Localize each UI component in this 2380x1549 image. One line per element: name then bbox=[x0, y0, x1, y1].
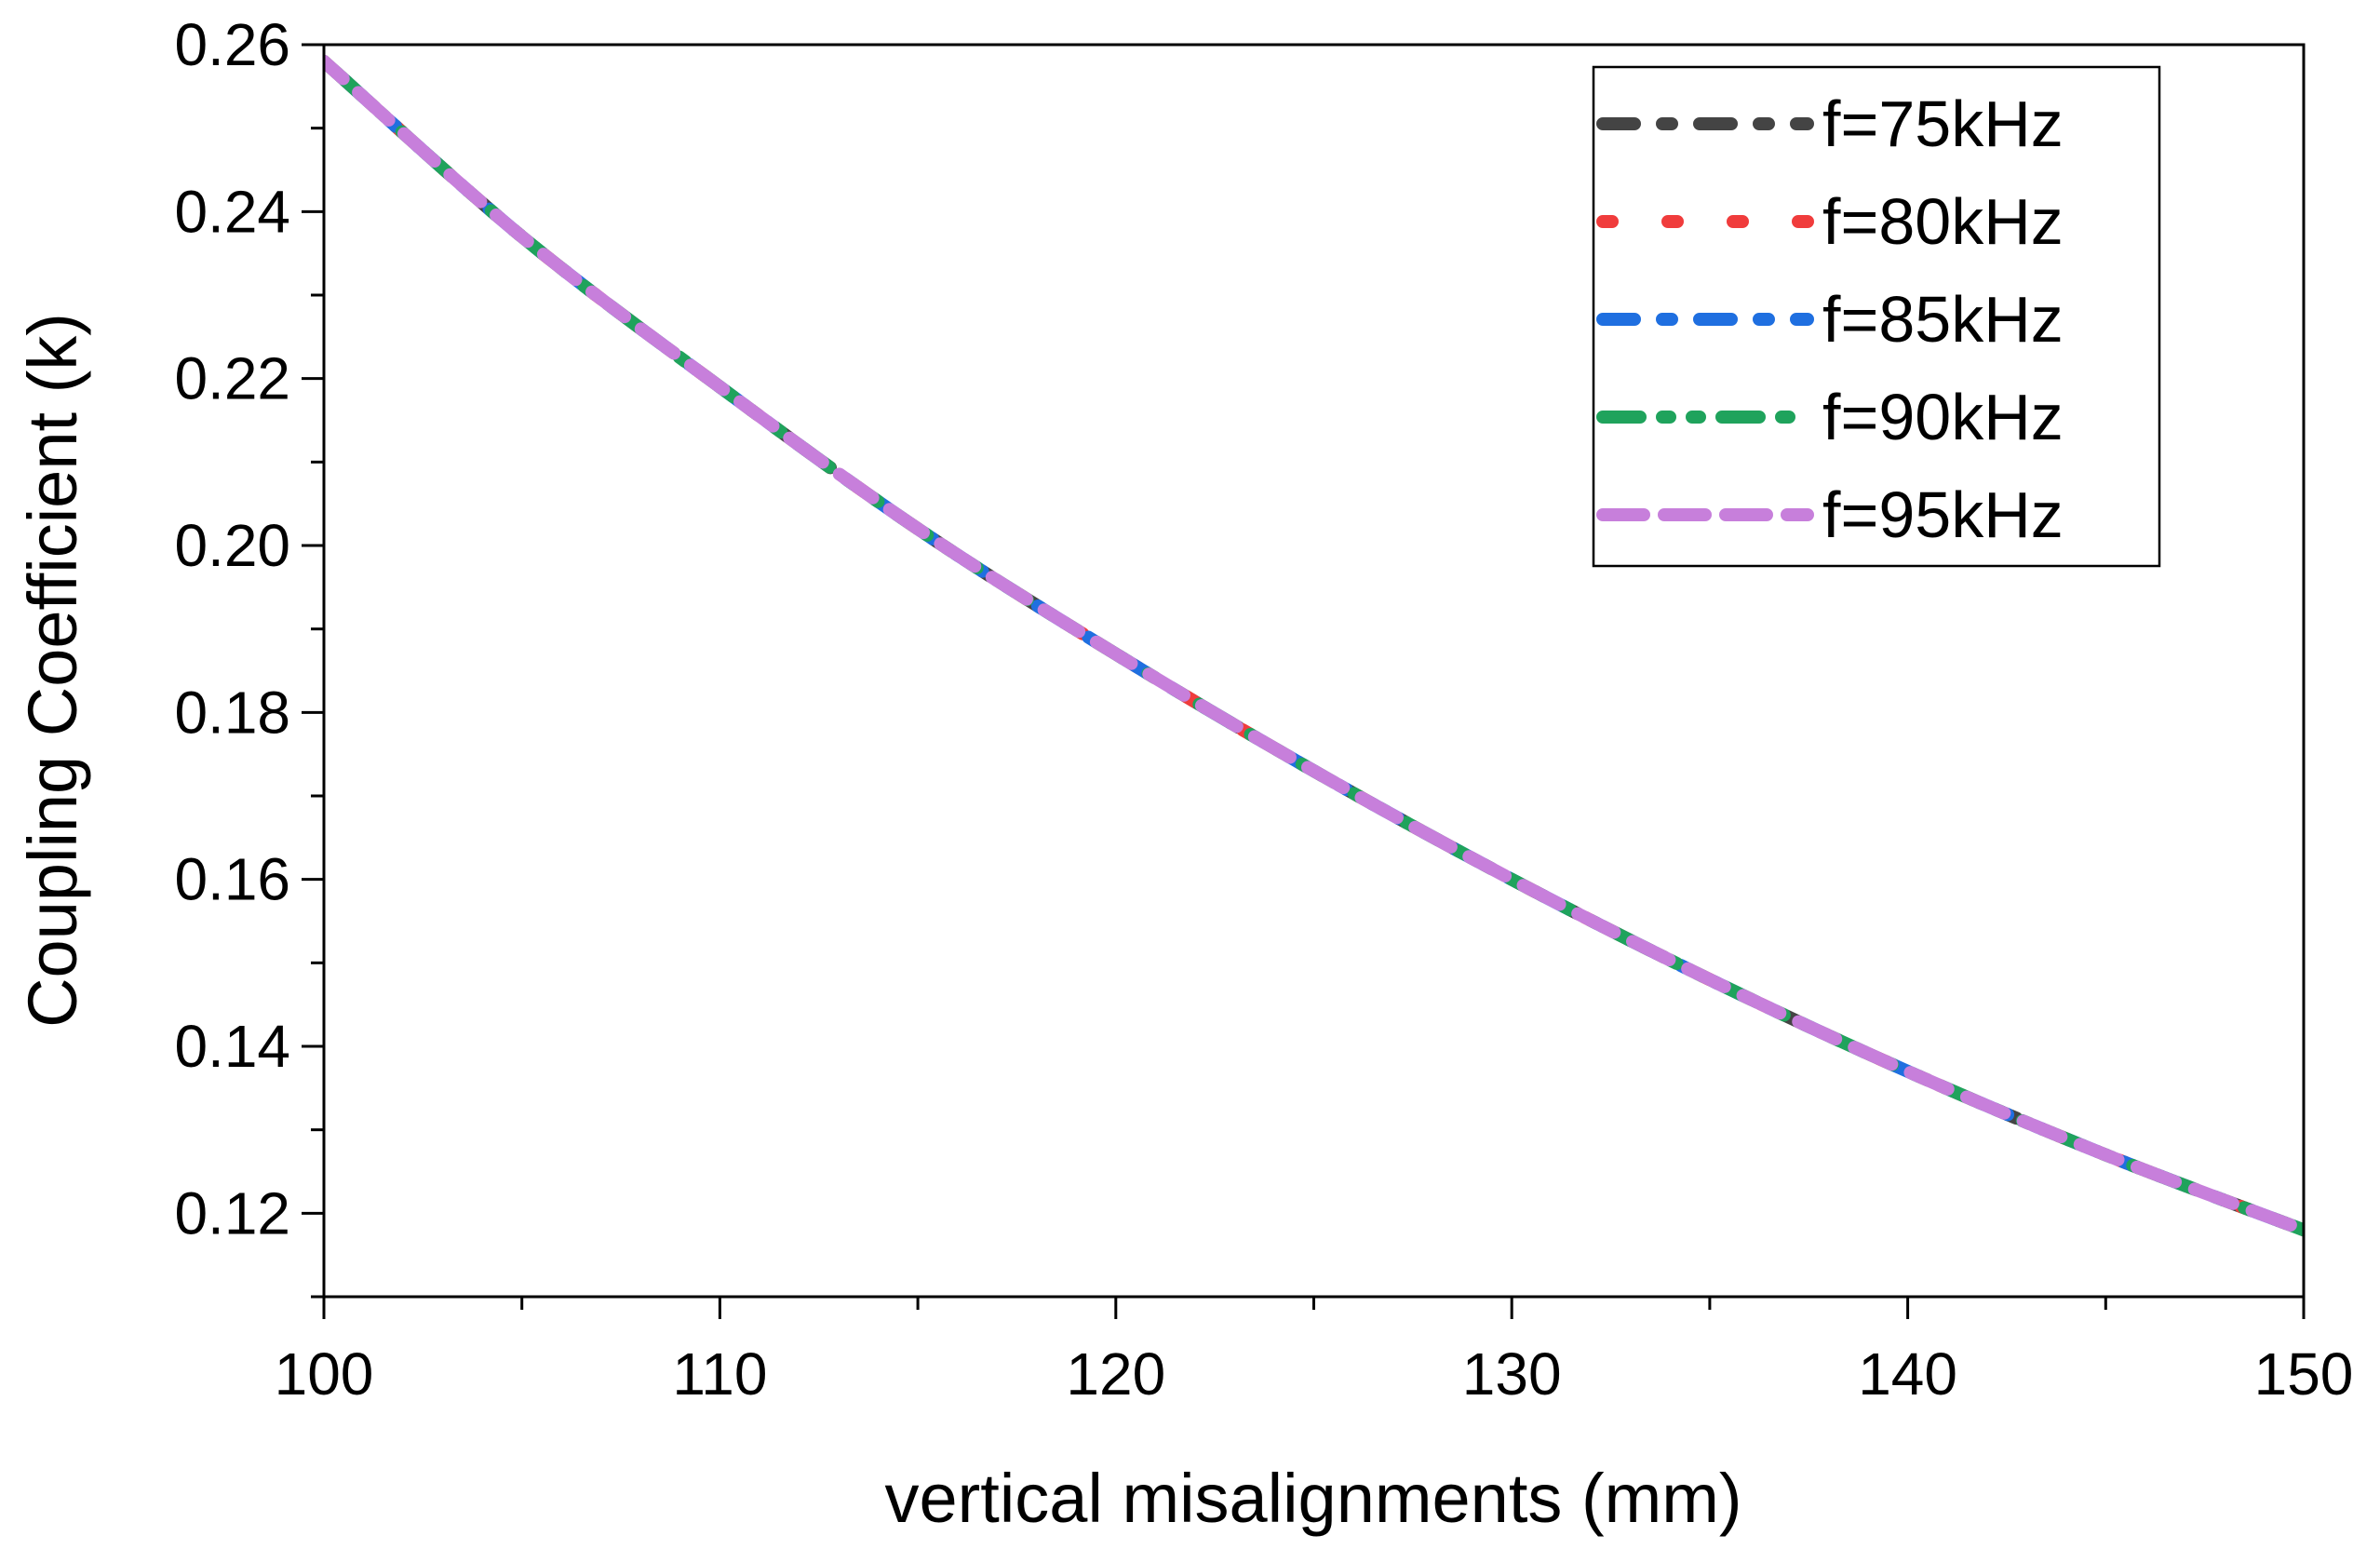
y-tick-label: 0.16 bbox=[174, 846, 290, 913]
x-tick-label: 120 bbox=[1066, 1340, 1165, 1408]
legend-label: f=95kHz bbox=[1822, 478, 2064, 551]
x-tick-label: 110 bbox=[672, 1340, 767, 1408]
legend-label: f=90kHz bbox=[1822, 381, 2064, 453]
legend-label: f=80kHz bbox=[1822, 185, 2064, 258]
y-tick-label: 0.14 bbox=[174, 1013, 290, 1080]
y-tick-label: 0.18 bbox=[174, 679, 290, 746]
series-layer bbox=[324, 54, 2304, 1237]
x-tick-label: 140 bbox=[1858, 1340, 1957, 1408]
legend-box bbox=[1592, 65, 2161, 568]
legend-label: f=75kHz bbox=[1822, 88, 2064, 160]
x-axis: 100 110 120 130 140 150 bbox=[275, 1297, 2354, 1408]
y-axis-title: Coupling Coefficient (k) bbox=[14, 313, 91, 1028]
x-tick-label: 130 bbox=[1462, 1340, 1562, 1408]
y-axis: 0.12 0.14 0.16 0.18 0.20 0.22 0.24 0.26 bbox=[174, 11, 324, 1299]
y-tick-label: 0.24 bbox=[174, 178, 290, 245]
y-tick-label: 0.22 bbox=[174, 345, 290, 412]
series-line-f-95khz bbox=[324, 54, 2304, 1237]
x-tick-label: 100 bbox=[275, 1340, 374, 1408]
y-tick-label: 0.20 bbox=[174, 512, 290, 579]
legend: f=75kHz f=80kHz f=85kHz f=90kHz f=95kHz bbox=[1592, 65, 2161, 568]
y-tick-label: 0.12 bbox=[174, 1179, 290, 1246]
legend-label: f=85kHz bbox=[1822, 283, 2064, 356]
x-tick-label: 150 bbox=[2254, 1340, 2354, 1408]
y-tick-label: 0.26 bbox=[174, 11, 290, 78]
x-axis-title: vertical misalignments (mm) bbox=[884, 1460, 1741, 1537]
